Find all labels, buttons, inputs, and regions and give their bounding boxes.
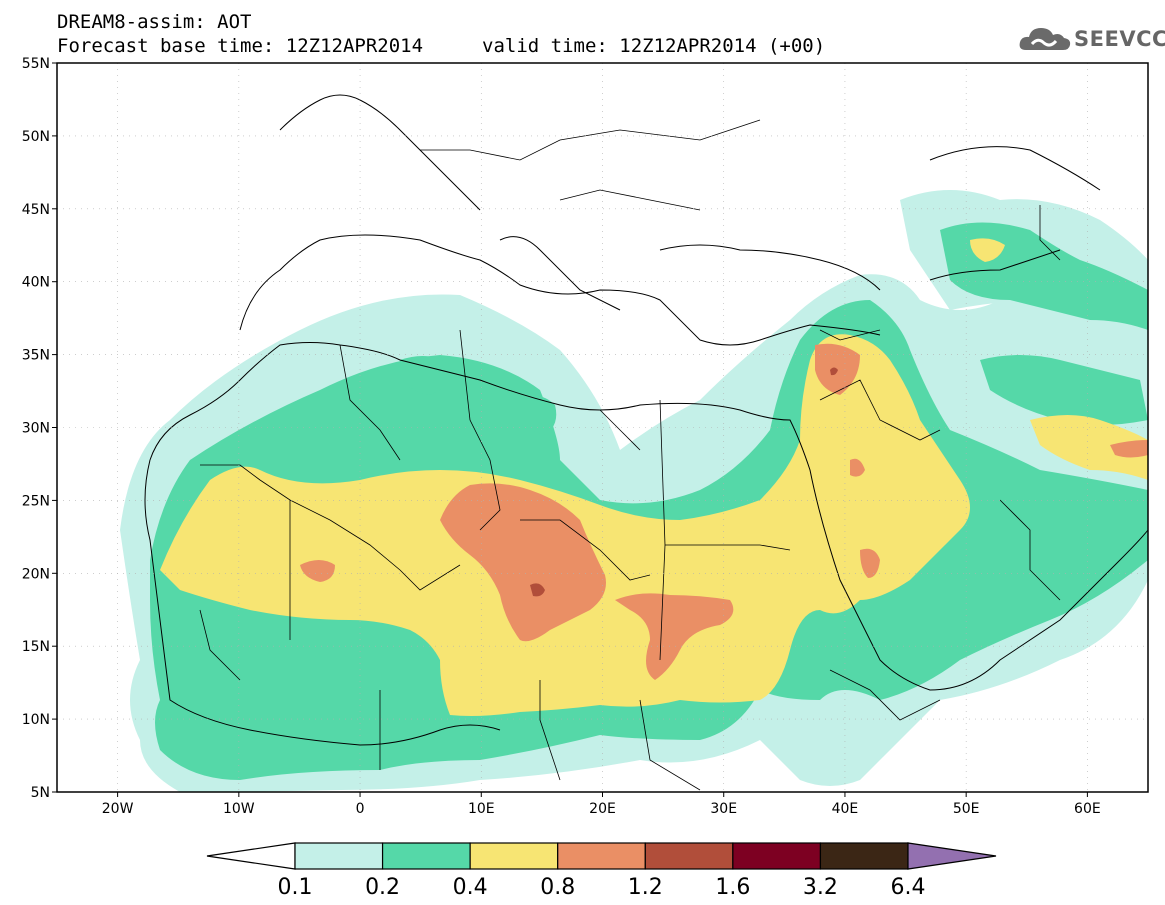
base-time: Forecast base time: 12Z12APR2014 <box>57 35 424 57</box>
colorbar-level-label: 6.4 <box>891 875 926 900</box>
lon-label: 10E <box>468 801 495 817</box>
lon-label: 30E <box>710 801 737 817</box>
colorbar-swatch <box>381 842 471 870</box>
lon-label: 10W <box>223 801 255 817</box>
lon-label: 0 <box>356 801 365 817</box>
lat-label: 55N <box>22 56 50 72</box>
colorbar-high-arrow <box>907 842 997 870</box>
lon-label: 20E <box>589 801 616 817</box>
cloud-icon <box>1019 28 1071 50</box>
colorbar-level-label: 0.8 <box>540 875 575 900</box>
aot-level-1.2 <box>530 367 838 597</box>
colorbar-swatch <box>819 842 909 870</box>
colorbar-level-label: 1.6 <box>715 875 750 900</box>
lat-label: 15N <box>22 639 50 655</box>
lon-label: 60E <box>1074 801 1101 817</box>
lat-label: 10N <box>22 712 50 728</box>
colorbar-swatch <box>557 842 646 870</box>
colorbar-swatch <box>469 842 559 870</box>
latitude-labels: 55N 50N 45N 40N 35N 30N 25N 20N 15N 10N 5N <box>22 56 57 801</box>
colorbar-level-label: 0.2 <box>365 875 400 900</box>
lat-label: 40N <box>22 275 50 291</box>
aot-level-0.8 <box>300 343 1148 680</box>
lat-label: 35N <box>22 348 50 364</box>
aot-field <box>120 94 1148 792</box>
colorbar: 0.1 0.2 0.4 0.8 1.2 1.6 3.2 6.4 <box>206 842 997 900</box>
colorbar-level-label: 3.2 <box>803 875 838 900</box>
colorbar-swatch <box>732 842 822 870</box>
lat-label: 25N <box>22 493 50 509</box>
lat-label: 5N <box>31 785 50 801</box>
colorbar-swatch <box>644 842 734 870</box>
valid-time: valid time: 12Z12APR2014 (+00) <box>482 35 826 57</box>
logo-text: SEEVCCC <box>1074 27 1165 51</box>
lon-label: 50E <box>953 801 980 817</box>
seevccc-logo: SEEVCCC <box>1018 22 1165 56</box>
map-title: DREAM8-assim: AOT <box>57 11 252 33</box>
colorbar-level-label: 0.1 <box>278 875 313 900</box>
colorbar-level-label: 0.4 <box>453 875 488 900</box>
longitude-labels: 20W 10W 0 10E 20E 30E 40E 50E 60E <box>102 792 1101 817</box>
lat-label: 45N <box>22 202 50 218</box>
forecast-times: Forecast base time: 12Z12APR2014 valid ti… <box>57 35 825 57</box>
lat-label: 30N <box>22 421 50 437</box>
colorbar-level-label: 1.2 <box>628 875 663 900</box>
lon-label: 40E <box>832 801 859 817</box>
lat-label: 20N <box>22 566 50 582</box>
colorbar-low-arrow <box>206 842 296 870</box>
borders <box>199 119 1061 791</box>
colorbar-swatch <box>294 842 384 870</box>
coastlines <box>144 94 1148 746</box>
lon-label: 20W <box>102 801 134 817</box>
lat-label: 50N <box>22 129 50 145</box>
